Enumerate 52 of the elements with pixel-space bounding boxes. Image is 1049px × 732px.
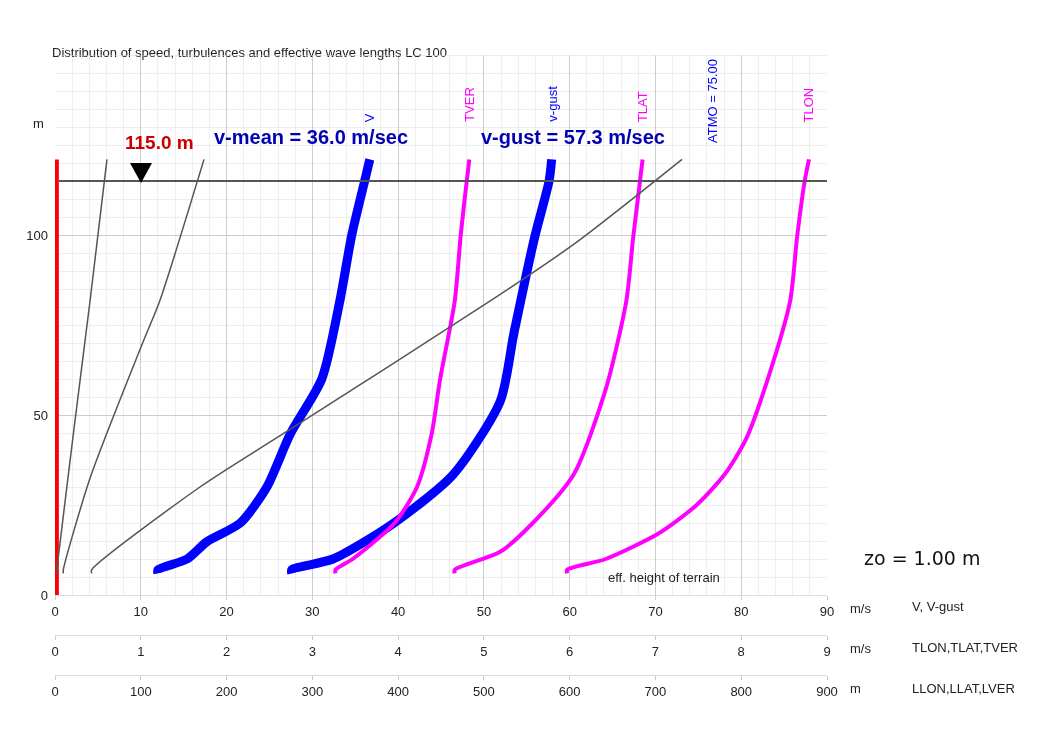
x2-tick-label: 1 — [137, 643, 145, 659]
x2-tick-label: 6 — [566, 643, 574, 659]
annotation: v-gust = 57.3 m/sec — [481, 126, 665, 148]
x2-tick-label: 0 — [51, 643, 59, 659]
x-tick-label: 300 — [301, 683, 324, 699]
x2-tick-label: 7 — [651, 643, 660, 659]
chart-title: Distribution of speed, turbulences and effective wave lengths LC 100 — [52, 44, 448, 60]
x2-tick-label: 3 — [308, 643, 316, 659]
x-tick-label: 50 — [476, 603, 492, 619]
x-tick-label: 80 — [733, 603, 749, 619]
x2-tick-label: 2 — [222, 643, 231, 659]
x-tick-label: 700 — [644, 683, 667, 699]
text: V — [362, 113, 378, 123]
x-tick-label: 400 — [387, 683, 409, 699]
x-tick-label: 200 — [215, 683, 238, 699]
x2-axis-title: m/s — [850, 641, 872, 656]
y-tick-label: 100 — [26, 227, 48, 243]
x-axis-title: m — [850, 681, 861, 696]
x2-tick-label: 5 — [480, 643, 488, 659]
text: TLAT — [635, 91, 651, 123]
text: TLON,TLAT,TVER — [912, 640, 1018, 655]
text: V, V-gust — [912, 599, 964, 614]
text: TLON — [801, 87, 817, 123]
x2-tick-label: 9 — [823, 643, 831, 659]
x-tick-label: 100 — [129, 683, 152, 699]
x-tick-label: 900 — [816, 683, 838, 699]
text: zo = 1.00 m — [864, 547, 981, 569]
x-tick-label: 20 — [219, 603, 234, 619]
x-tick-label: 800 — [730, 683, 753, 699]
annotation: v-mean = 36.0 m/sec — [214, 126, 409, 148]
x-tick-label: 90 — [819, 603, 835, 619]
y-tick-label: 0 — [40, 587, 48, 603]
y-tick-label: 50 — [33, 407, 48, 423]
x-axis-title: m/s — [850, 601, 872, 616]
text: v-gust — [544, 85, 560, 122]
x-tick-label: 70 — [648, 603, 663, 619]
text: LLON,LLAT,LVER — [912, 681, 1015, 696]
x-tick-label: 30 — [305, 603, 320, 619]
x-tick-label: 10 — [133, 603, 149, 619]
x-tick-label: 0 — [51, 603, 59, 619]
x-tick-label: 0 — [51, 683, 59, 699]
x-tick-label: 600 — [558, 683, 581, 699]
ref-line-label: 115.0 m — [125, 132, 194, 153]
text: TVER — [461, 87, 477, 122]
x-tick-label: 500 — [473, 683, 495, 699]
x2-tick-label: 8 — [737, 643, 745, 659]
annotation: ATMO = 75.00 — [705, 59, 720, 143]
annotation: eff. height of terrain — [608, 570, 720, 585]
y-axis-title: m — [33, 116, 44, 131]
x-tick-label: 40 — [390, 603, 406, 619]
x-tick-label: 60 — [562, 603, 577, 619]
x2-tick-label: 4 — [394, 643, 402, 659]
